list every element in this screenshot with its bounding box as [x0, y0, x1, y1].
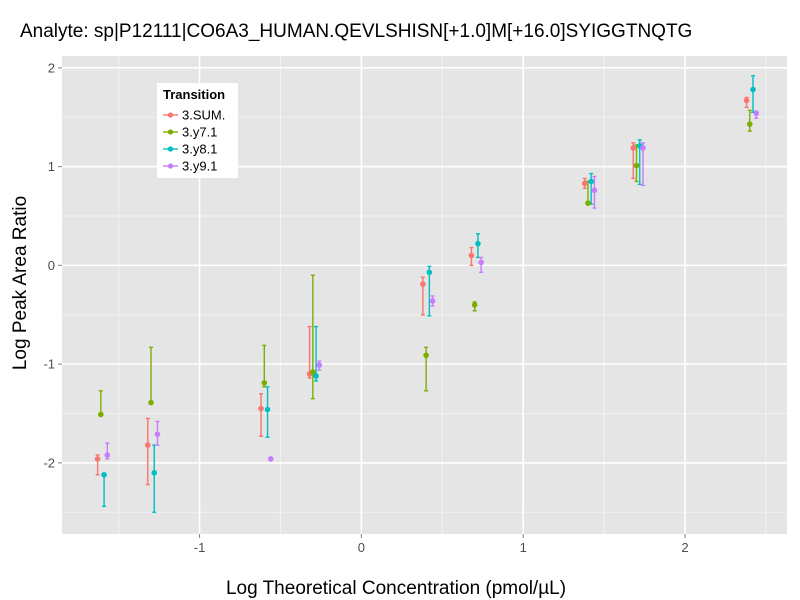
legend-item: 3.y8.1 [163, 142, 217, 157]
x-tick-label: 2 [681, 540, 688, 555]
data-point [581, 180, 588, 187]
y-tick-label: -2 [43, 455, 55, 470]
data-points [94, 86, 760, 478]
y-axis-ticks: -2 -1 0 1 2 [43, 60, 62, 470]
legend-key-point [167, 146, 174, 152]
legend-label: 3.y7.1 [182, 125, 217, 140]
y-tick-label: 0 [48, 258, 55, 273]
data-point [423, 352, 429, 359]
y-tick-label: 2 [48, 60, 55, 75]
data-point [261, 380, 268, 386]
data-point [746, 121, 753, 127]
data-point [475, 240, 481, 247]
data-point [267, 456, 274, 462]
data-point [471, 302, 478, 308]
legend-label: 3.SUM. [182, 108, 225, 123]
data-point [426, 269, 433, 276]
data-point [588, 178, 594, 185]
error-bar [314, 325, 319, 382]
data-point [591, 187, 598, 194]
error-bar [747, 109, 752, 132]
y-tick-label: 1 [48, 159, 55, 174]
data-point [633, 162, 640, 169]
data-point [148, 399, 154, 406]
legend-label: 3.y9.1 [182, 159, 217, 174]
error-bar [145, 417, 150, 486]
x-tick-label: 1 [520, 540, 527, 555]
error-bar [307, 325, 312, 379]
data-point [104, 452, 111, 458]
data-point [743, 97, 750, 104]
legend: Transition 3.SUM. 3.y7.1 3.y8.1 3.y9.1 [157, 83, 238, 178]
error-bar [310, 274, 315, 400]
legend-key-point [167, 129, 174, 135]
data-point [94, 456, 101, 462]
data-point [420, 281, 426, 287]
data-point [264, 406, 271, 413]
legend-label: 3.y8.1 [182, 142, 217, 157]
data-point [753, 110, 760, 117]
y-axis-title: Log Peak Area Ratio [10, 196, 31, 370]
legend-item: 3.y9.1 [163, 159, 217, 174]
data-point [585, 200, 591, 206]
data-point [151, 469, 158, 476]
legend-item: 3.y7.1 [163, 125, 217, 140]
data-point [98, 411, 104, 418]
data-point [640, 145, 646, 151]
data-point [468, 252, 475, 259]
legend-item: 3.SUM. [163, 108, 225, 123]
data-point [154, 431, 161, 438]
data-point [750, 86, 756, 93]
data-point [313, 373, 319, 379]
legend-title: Transition [163, 87, 225, 102]
chart-title: Analyte: sp|P12111|CO6A3_HUMAN.QEVLSHISN… [20, 21, 692, 42]
data-point [478, 259, 484, 266]
data-point [630, 145, 637, 151]
data-point [316, 362, 323, 368]
legend-key-point [167, 163, 174, 169]
x-axis-title: Log Theoretical Concentration (pmol/µL) [226, 578, 566, 599]
data-point [258, 405, 264, 412]
y-tick-label: -1 [43, 357, 55, 372]
data-point [310, 369, 316, 375]
legend-key-point [167, 112, 174, 118]
data-point [101, 471, 107, 478]
data-point [144, 442, 151, 448]
data-point [429, 298, 436, 304]
error-bar [259, 393, 264, 437]
x-tick-label: -1 [194, 540, 206, 555]
x-axis-ticks: -1 0 1 2 [194, 534, 689, 555]
x-tick-label: 0 [358, 540, 365, 555]
